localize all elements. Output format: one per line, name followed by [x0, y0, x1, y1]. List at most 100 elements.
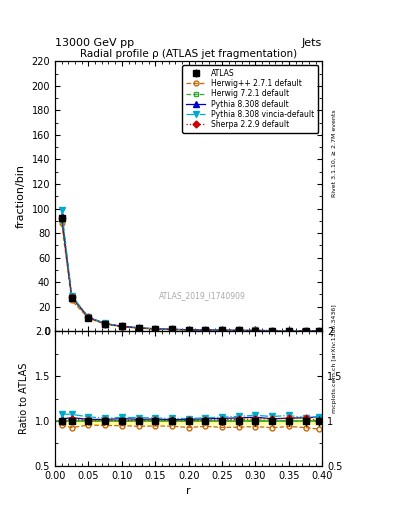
Legend: ATLAS, Herwig++ 2.7.1 default, Herwig 7.2.1 default, Pythia 8.308 default, Pythi: ATLAS, Herwig++ 2.7.1 default, Herwig 7.… [182, 65, 318, 133]
Sherpa 2.2.9 default [317, 328, 321, 334]
Pythia 8.308 vincia-default [317, 328, 321, 334]
Pythia 8.308 default [136, 325, 141, 331]
Herwig++ 2.7.1 default [170, 327, 174, 333]
Text: Jets: Jets [302, 38, 322, 48]
Pythia 8.308 default [220, 327, 224, 333]
Pythia 8.308 default [237, 327, 241, 333]
Herwig 7.2.1 default [136, 325, 141, 331]
Herwig 7.2.1 default [69, 295, 74, 301]
Pythia 8.308 vincia-default [170, 326, 174, 332]
Pythia 8.308 vincia-default [153, 326, 158, 332]
X-axis label: r: r [186, 486, 191, 496]
Herwig++ 2.7.1 default [103, 321, 108, 327]
Herwig++ 2.7.1 default [303, 328, 308, 334]
Y-axis label: Ratio to ATLAS: Ratio to ATLAS [19, 363, 29, 434]
Sherpa 2.2.9 default [220, 327, 224, 333]
Pythia 8.308 default [103, 321, 108, 327]
Sherpa 2.2.9 default [237, 327, 241, 333]
Herwig 7.2.1 default [237, 327, 241, 333]
Pythia 8.308 default [203, 327, 208, 333]
Pythia 8.308 default [303, 328, 308, 334]
Sherpa 2.2.9 default [270, 328, 275, 334]
Pythia 8.308 vincia-default [303, 328, 308, 334]
Herwig++ 2.7.1 default [286, 328, 291, 334]
Pythia 8.308 vincia-default [186, 327, 191, 333]
Pythia 8.308 default [86, 314, 91, 321]
Pythia 8.308 vincia-default [103, 321, 108, 327]
Herwig 7.2.1 default [253, 328, 258, 334]
Herwig++ 2.7.1 default [270, 328, 275, 334]
Sherpa 2.2.9 default [59, 215, 64, 221]
Herwig++ 2.7.1 default [203, 327, 208, 333]
Line: Herwig++ 2.7.1 default: Herwig++ 2.7.1 default [59, 221, 321, 333]
Pythia 8.308 vincia-default [286, 328, 291, 334]
Line: Sherpa 2.2.9 default: Sherpa 2.2.9 default [59, 216, 321, 333]
Pythia 8.308 default [69, 294, 74, 300]
Pythia 8.308 vincia-default [270, 328, 275, 334]
Pythia 8.308 vincia-default [203, 327, 208, 333]
Herwig++ 2.7.1 default [186, 327, 191, 333]
Pythia 8.308 default [186, 327, 191, 333]
Sherpa 2.2.9 default [286, 328, 291, 334]
Herwig 7.2.1 default [119, 324, 124, 330]
Herwig++ 2.7.1 default [220, 327, 224, 333]
Herwig 7.2.1 default [317, 328, 321, 334]
Pythia 8.308 vincia-default [69, 292, 74, 298]
Herwig++ 2.7.1 default [119, 324, 124, 330]
Pythia 8.308 default [153, 326, 158, 332]
Herwig 7.2.1 default [186, 327, 191, 333]
Sherpa 2.2.9 default [136, 325, 141, 331]
Herwig++ 2.7.1 default [317, 328, 321, 334]
Herwig 7.2.1 default [203, 327, 208, 333]
Text: Rivet 3.1.10, ≥ 2.7M events: Rivet 3.1.10, ≥ 2.7M events [332, 110, 337, 198]
Sherpa 2.2.9 default [119, 324, 124, 330]
Text: 13000 GeV pp: 13000 GeV pp [55, 38, 134, 48]
Pythia 8.308 vincia-default [253, 327, 258, 333]
Sherpa 2.2.9 default [203, 327, 208, 333]
Sherpa 2.2.9 default [103, 321, 108, 327]
Line: Herwig 7.2.1 default: Herwig 7.2.1 default [59, 217, 321, 333]
Sherpa 2.2.9 default [69, 294, 74, 301]
Text: mcplots.cern.ch [arXiv:1306.3436]: mcplots.cern.ch [arXiv:1306.3436] [332, 304, 337, 413]
Pythia 8.308 vincia-default [119, 323, 124, 329]
Herwig++ 2.7.1 default [136, 325, 141, 331]
Herwig++ 2.7.1 default [86, 315, 91, 322]
Pythia 8.308 vincia-default [237, 327, 241, 333]
Pythia 8.308 vincia-default [59, 207, 64, 213]
Pythia 8.308 default [119, 323, 124, 329]
Line: Pythia 8.308 vincia-default: Pythia 8.308 vincia-default [59, 207, 322, 334]
Sherpa 2.2.9 default [253, 327, 258, 333]
Sherpa 2.2.9 default [303, 328, 308, 334]
Pythia 8.308 vincia-default [86, 314, 91, 320]
Y-axis label: fraction/bin: fraction/bin [16, 164, 26, 228]
Text: ATLAS_2019_I1740909: ATLAS_2019_I1740909 [158, 291, 246, 301]
Herwig 7.2.1 default [220, 327, 224, 333]
Sherpa 2.2.9 default [170, 326, 174, 332]
Pythia 8.308 vincia-default [220, 327, 224, 333]
Herwig 7.2.1 default [59, 217, 64, 223]
Herwig 7.2.1 default [103, 321, 108, 327]
Herwig 7.2.1 default [153, 326, 158, 332]
Pythia 8.308 default [270, 328, 275, 334]
Herwig++ 2.7.1 default [253, 328, 258, 334]
Pythia 8.308 default [253, 327, 258, 333]
Sherpa 2.2.9 default [153, 326, 158, 332]
Herwig++ 2.7.1 default [237, 327, 241, 333]
Pythia 8.308 default [286, 328, 291, 334]
Herwig 7.2.1 default [170, 326, 174, 332]
Pythia 8.308 default [170, 326, 174, 332]
Line: Pythia 8.308 default: Pythia 8.308 default [59, 213, 322, 334]
Pythia 8.308 default [317, 328, 321, 334]
Herwig 7.2.1 default [86, 314, 91, 321]
Herwig++ 2.7.1 default [69, 297, 74, 304]
Pythia 8.308 vincia-default [136, 325, 141, 331]
Sherpa 2.2.9 default [186, 327, 191, 333]
Sherpa 2.2.9 default [86, 314, 91, 321]
Herwig 7.2.1 default [303, 328, 308, 334]
Herwig++ 2.7.1 default [59, 220, 64, 226]
Herwig++ 2.7.1 default [153, 326, 158, 332]
Herwig 7.2.1 default [270, 328, 275, 334]
Herwig 7.2.1 default [286, 328, 291, 334]
Title: Radial profile ρ (ATLAS jet fragmentation): Radial profile ρ (ATLAS jet fragmentatio… [80, 49, 297, 59]
Pythia 8.308 default [59, 213, 64, 219]
